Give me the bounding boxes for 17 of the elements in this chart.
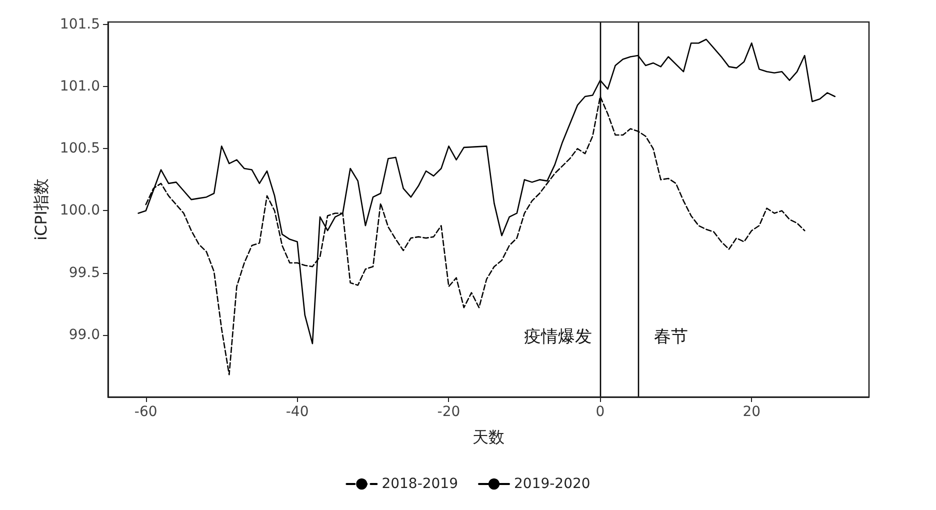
x-tick-label: -40 [286, 404, 309, 420]
y-tick-label: 101.0 [60, 78, 100, 95]
x-tick-label: -20 [437, 404, 460, 420]
y-tick-label: 99.5 [68, 264, 100, 281]
y-tick-label: 100.0 [60, 202, 100, 219]
x-tick-label: 20 [742, 404, 761, 420]
y-tick-label: 99.0 [68, 326, 100, 343]
y-axis-title: iCPI指数 [32, 178, 51, 240]
legend-label: 2019-2020 [514, 476, 590, 492]
y-tick-label: 101.5 [60, 16, 100, 32]
legend-label: 2018-2019 [382, 476, 458, 492]
x-axis-title: 天数 [472, 428, 504, 446]
y-tick-label: 100.5 [60, 140, 100, 157]
ref-line-label: 春节 [654, 327, 688, 347]
x-tick-label: 0 [596, 404, 605, 420]
ref-line-label: 疫情爆发 [524, 327, 592, 347]
x-tick-label: -60 [134, 404, 158, 420]
